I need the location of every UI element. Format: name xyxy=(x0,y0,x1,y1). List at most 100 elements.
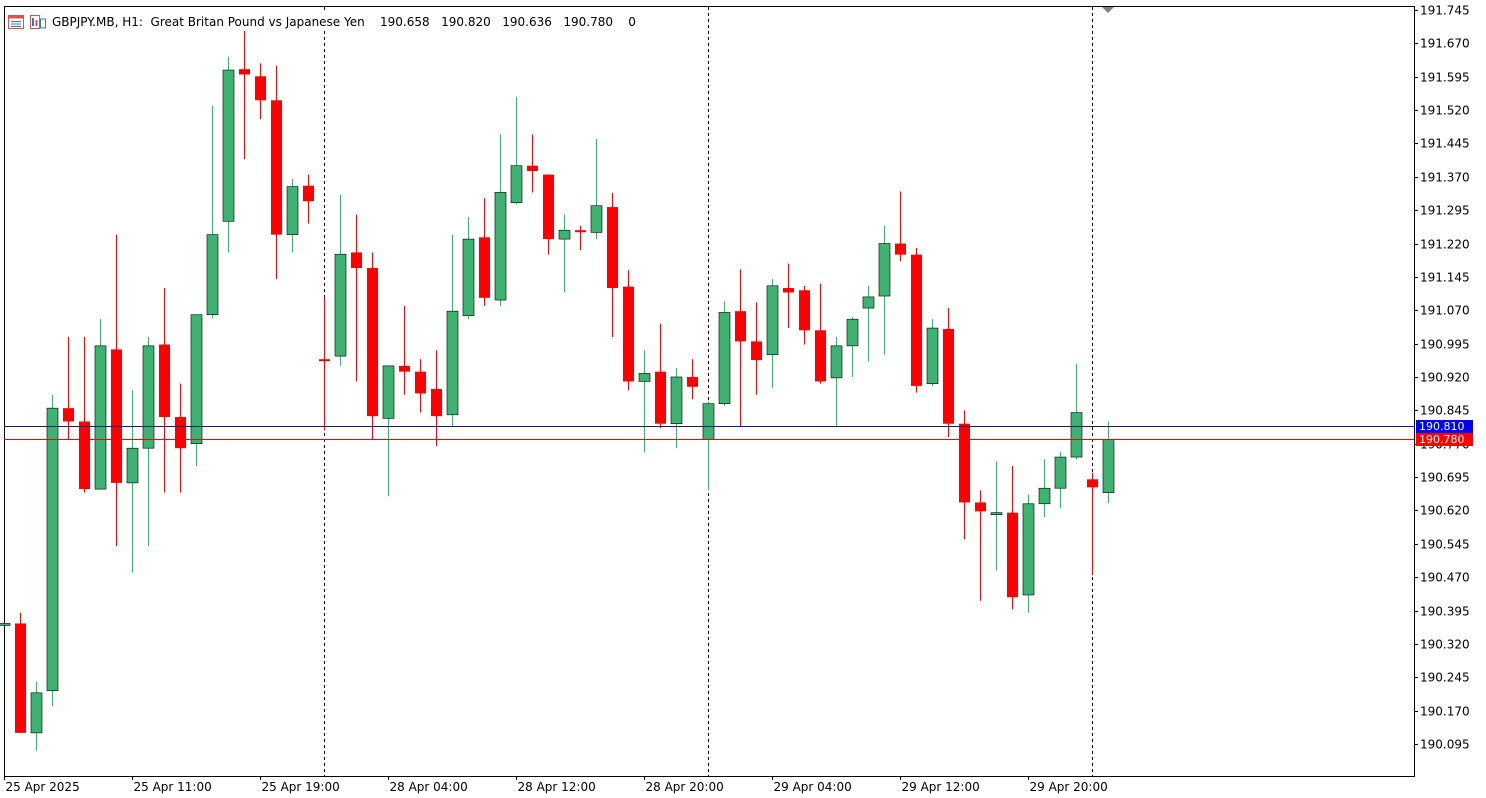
candle-body xyxy=(687,377,698,387)
ask-price-tag: 190.780 xyxy=(1416,433,1473,446)
candle-body xyxy=(446,310,459,416)
candle-body xyxy=(751,341,762,361)
x-axis-label: 28 Apr 20:00 xyxy=(646,780,724,794)
candle-body xyxy=(30,692,43,734)
x-axis-label: 29 Apr 04:00 xyxy=(774,780,852,794)
candle-body xyxy=(655,371,666,424)
candle-body xyxy=(862,296,875,309)
candle-body xyxy=(959,423,970,503)
y-axis-label: 191.670 xyxy=(1420,37,1470,51)
y-axis-label: 190.845 xyxy=(1420,404,1470,418)
candle-body xyxy=(1022,503,1035,596)
candle-body xyxy=(271,100,282,235)
tick-volume: 0 xyxy=(628,15,636,29)
candle-body xyxy=(15,623,26,733)
candle-body xyxy=(670,376,683,425)
candle-body xyxy=(1070,412,1083,458)
x-axis-label: 28 Apr 12:00 xyxy=(518,780,596,794)
symbol-info: GBPJPY.MB, H1: Great Britan Pound vs Jap… xyxy=(52,15,365,29)
ohlc-high: 190.820 xyxy=(441,15,491,29)
candle-body xyxy=(399,365,410,372)
x-axis-label: 29 Apr 20:00 xyxy=(1030,780,1108,794)
candle-body xyxy=(111,349,122,483)
candle-body xyxy=(830,345,843,379)
candle-body xyxy=(190,314,203,445)
y-axis-label: 190.695 xyxy=(1420,471,1470,485)
y-axis-label: 190.470 xyxy=(1420,571,1470,585)
plot-area xyxy=(4,6,1415,777)
chart-window-icon[interactable] xyxy=(8,15,24,29)
candle-body xyxy=(702,403,715,440)
ohlc-low: 190.636 xyxy=(502,15,552,29)
candle-body xyxy=(846,318,859,347)
candle-body xyxy=(206,234,219,316)
x-axis-label: 25 Apr 19:00 xyxy=(262,780,340,794)
candle-body xyxy=(462,238,475,316)
candle-body xyxy=(431,389,442,417)
candle-body xyxy=(382,365,395,419)
candle-body xyxy=(334,253,347,357)
y-axis-label: 190.995 xyxy=(1420,338,1470,352)
ohlc-close: 190.780 xyxy=(563,15,613,29)
candle-body xyxy=(735,311,746,342)
candle-body xyxy=(895,243,906,255)
y-axis-label: 190.320 xyxy=(1420,638,1470,652)
candle-body xyxy=(351,252,362,269)
ohlc-open: 190.658 xyxy=(380,15,430,29)
candle-body xyxy=(590,205,603,233)
candle-body xyxy=(175,417,186,449)
y-axis-label: 190.620 xyxy=(1420,504,1470,518)
x-axis-label: 29 Apr 12:00 xyxy=(902,780,980,794)
candle-body xyxy=(943,328,954,424)
candle-body xyxy=(975,502,986,512)
candle-body xyxy=(527,165,538,172)
candle-body xyxy=(46,407,59,691)
candle-body xyxy=(638,373,651,382)
chart-header: GBPJPY.MB, H1: Great Britan Pound vs Jap… xyxy=(8,13,640,31)
candle-body xyxy=(94,345,107,490)
candle-body xyxy=(479,237,490,298)
candle-body xyxy=(990,512,1003,515)
candle-body xyxy=(319,359,330,362)
candle-body xyxy=(222,69,235,222)
candle-body xyxy=(1087,479,1098,488)
candle-body xyxy=(255,76,266,101)
chart-properties-icon[interactable] xyxy=(30,15,46,29)
candle-body xyxy=(543,174,554,240)
y-axis-label: 191.745 xyxy=(1420,4,1470,18)
chart-header-text: GBPJPY.MB, H1: Great Britan Pound vs Jap… xyxy=(52,15,636,29)
candle-body xyxy=(911,254,922,386)
candle-body xyxy=(1007,512,1018,598)
y-axis-label: 191.220 xyxy=(1420,238,1470,252)
candle-body xyxy=(1102,438,1115,493)
candle-body xyxy=(623,286,634,382)
x-axis-label: 25 Apr 11:00 xyxy=(134,780,212,794)
chart-shift-marker xyxy=(1102,7,1114,13)
candle-body xyxy=(607,207,618,289)
candle-body xyxy=(494,192,507,301)
candle-body xyxy=(126,447,139,484)
candle-body xyxy=(367,268,378,417)
candle-body xyxy=(303,185,314,202)
candle-body xyxy=(1038,487,1051,505)
candle-body xyxy=(783,288,794,293)
candle-body xyxy=(1054,456,1067,489)
candle-body xyxy=(159,344,170,418)
candle-body xyxy=(0,623,11,626)
candle-body xyxy=(79,421,90,490)
candle-body xyxy=(63,408,74,422)
y-axis-label: 191.445 xyxy=(1420,137,1470,151)
y-axis-label: 190.245 xyxy=(1420,671,1470,685)
candle-body xyxy=(286,186,299,235)
y-axis-label: 191.520 xyxy=(1420,104,1470,118)
y-axis-label: 191.370 xyxy=(1420,171,1470,185)
candle-body xyxy=(558,229,571,240)
y-axis-label: 190.920 xyxy=(1420,371,1470,385)
y-axis-label: 190.170 xyxy=(1420,705,1470,719)
candle-body xyxy=(415,371,426,394)
y-axis-label: 191.295 xyxy=(1420,204,1470,218)
x-axis-label: 28 Apr 04:00 xyxy=(390,780,468,794)
y-axis-label: 190.095 xyxy=(1420,738,1470,752)
